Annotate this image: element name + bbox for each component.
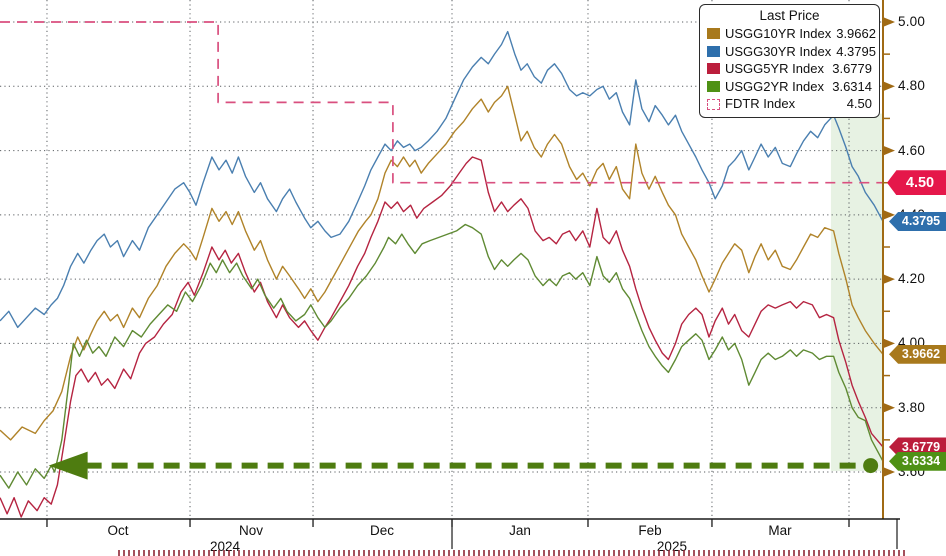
x-axis-month-label: Feb [638,523,662,538]
legend-item-value: 4.50 [846,96,872,112]
legend-title: Last Price [759,8,820,23]
y-tick-arrow-icon [884,274,895,284]
series-line-usgg5yr [0,156,884,518]
legend-item-value: 3.9662 [836,26,876,41]
legend-item-label: USGG10YR Index [725,26,832,41]
y-tick-arrow-icon [884,146,895,156]
legend-item[interactable]: USGG5YR Index 3.6779 [707,60,872,78]
legend-item-label: USGG5YR Index [725,61,824,77]
series-swatch-icon [707,28,720,40]
legend-item[interactable]: USGG30YR Index 4.3795 [707,43,876,61]
x-axis-month-label: Mar [768,523,792,538]
dashed-line-swatch-icon [707,98,720,110]
legend-item[interactable]: USGG2YR Index 3.6314 [707,78,872,96]
y-axis-label: 4.80 [898,78,926,94]
series-line-fdtr [0,21,883,184]
highlight-band [830,113,883,472]
series-swatch-icon [707,45,720,57]
y-axis-label: 4.60 [898,142,926,158]
x-axis-month-label: Dec [369,523,394,538]
series-swatch-icon [707,81,720,93]
price-badge: 4.3795 [889,211,946,231]
y-tick-arrow-icon [884,403,895,413]
y-axis-label: 5.00 [898,14,926,29]
cutoff-text-strip [118,550,908,556]
legend-item-label: USGG2YR Index [725,78,824,94]
y-axis-label: 3.80 [898,399,926,415]
y-tick-arrow-icon [884,17,895,27]
y-tick-arrow-icon [884,210,895,220]
y-tick-arrow-icon [884,81,895,91]
y-tick-arrow-icon [884,338,895,348]
legend-item-value: 3.6314 [832,78,872,94]
trend-arrow-head-icon [48,451,88,480]
legend-item-value: 3.6779 [832,61,872,77]
series-line-usgg30yr [0,30,884,329]
price-badge: 3.6334 [889,451,946,471]
series-line-usgg2yr [0,223,884,489]
series-swatch-icon [707,63,720,75]
legend-item-value: 4.3795 [836,43,876,59]
price-badge: 3.6779 [889,437,946,457]
price-badge: 3.9662 [889,344,946,364]
legend-item-label: FDTR Index [725,96,796,112]
legend-item[interactable]: FDTR Index 4.50 [707,95,872,113]
y-tick-arrow-icon [884,467,895,477]
legend-box: Last Price USGG10YR Index 3.9662 USGG30YR … [699,4,880,118]
legend-rows: USGG10YR Index 3.9662 USGG30YR Index 4.3795… [707,25,876,113]
series-line-usgg10yr [0,85,884,441]
legend-item-label: USGG30YR Index [725,43,832,59]
legend-item[interactable]: USGG10YR Index 3.9662 [707,25,876,43]
x-axis-month-label: Jan [509,523,531,538]
y-axis-label: 4.20 [898,271,926,287]
price-badge: 4.50 [887,170,946,196]
x-axis-month-label: Nov [239,523,264,538]
x-axis-month-label: Oct [107,523,129,538]
trend-arrow-dot [863,458,879,474]
